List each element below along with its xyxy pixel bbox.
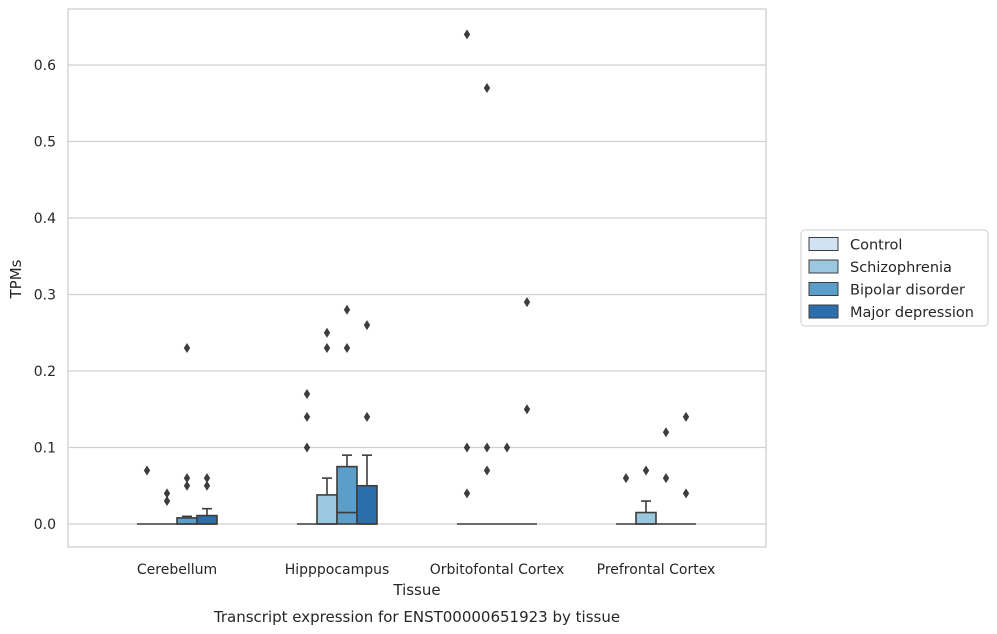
outlier-point xyxy=(483,82,491,93)
outlier-point xyxy=(343,304,351,315)
legend-swatch xyxy=(808,304,839,319)
box-rect xyxy=(336,465,358,525)
outlier-point xyxy=(343,343,351,354)
outlier-point xyxy=(303,442,311,453)
outlier-point xyxy=(682,411,690,422)
outlier-point xyxy=(662,473,670,484)
y-tick-label: 0.0 xyxy=(34,517,56,533)
outlier-point xyxy=(682,488,690,499)
box-rect xyxy=(316,494,338,525)
outlier-point xyxy=(303,388,311,399)
box-1-3 xyxy=(356,454,378,525)
legend-label: Major depression xyxy=(850,305,974,321)
y-tick-label: 0.2 xyxy=(34,364,56,380)
outlier-point xyxy=(523,297,531,308)
legend-swatch xyxy=(808,237,839,251)
y-axis-title: TPMs xyxy=(7,259,25,299)
y-tick-label: 0.3 xyxy=(34,288,56,304)
outlier-point xyxy=(143,465,151,476)
outlier-point xyxy=(363,411,371,422)
x-tick-label: Orbitofontal Cortex xyxy=(430,562,565,578)
outlier-point xyxy=(183,480,191,491)
legend-frame xyxy=(800,229,989,327)
outlier-point xyxy=(323,327,331,338)
x-tick-label: Prefrontal Cortex xyxy=(597,562,716,578)
box-series xyxy=(137,454,696,525)
outlier-point xyxy=(463,29,471,40)
box-1-1 xyxy=(316,477,338,525)
outlier-point xyxy=(642,465,650,476)
x-tick-label: Cerebellum xyxy=(137,562,217,578)
x-axis-title: Tissue xyxy=(392,581,440,599)
outlier-point xyxy=(183,473,191,484)
plot-frame xyxy=(67,8,767,548)
y-tick-label: 0.1 xyxy=(34,441,56,457)
outlier-point xyxy=(523,404,531,415)
outlier-point xyxy=(183,343,191,354)
outlier-point xyxy=(303,411,311,422)
outlier-point xyxy=(363,320,371,331)
legend-label: Bipolar disorder xyxy=(850,283,965,299)
outlier-point xyxy=(622,473,630,484)
outlier-point xyxy=(463,488,471,499)
outlier-point xyxy=(503,442,511,453)
outlier-points xyxy=(143,29,690,507)
box-0-3 xyxy=(196,507,218,525)
box-rect xyxy=(635,511,657,525)
y-tick-labels: 0.0 0.1 0.2 0.3 0.4 0.5 0.6 xyxy=(34,58,56,533)
x-tick-label: Hipppocampus xyxy=(285,562,390,578)
outlier-point xyxy=(163,496,171,507)
legend-label: Control xyxy=(850,238,902,254)
outlier-point xyxy=(203,480,211,491)
legend-swatch xyxy=(808,282,839,296)
outlier-point xyxy=(323,343,331,354)
outlier-point xyxy=(463,442,471,453)
outlier-point xyxy=(662,427,670,438)
y-tick-label: 0.6 xyxy=(34,58,56,74)
x-tick-labels: Cerebellum Hipppocampus Orbitofontal Corte… xyxy=(137,562,715,578)
box-3-1 xyxy=(635,500,657,525)
legend-swatch xyxy=(808,259,839,274)
box-rect xyxy=(176,517,198,525)
box-0-2 xyxy=(176,515,198,525)
outlier-point xyxy=(483,465,491,476)
box-rect xyxy=(356,484,378,525)
legend: Control Schizophrenia Bipolar disorder Majo… xyxy=(800,229,989,327)
outlier-point xyxy=(483,442,491,453)
outlier-point xyxy=(163,488,171,499)
legend-label: Schizophrenia xyxy=(850,260,952,276)
chart-caption: Transcript expression for ENST0000065192… xyxy=(213,608,620,626)
box-rect xyxy=(196,514,218,525)
outlier-point xyxy=(203,473,211,484)
y-tick-label: 0.5 xyxy=(34,135,56,151)
y-tick-label: 0.4 xyxy=(34,211,56,227)
